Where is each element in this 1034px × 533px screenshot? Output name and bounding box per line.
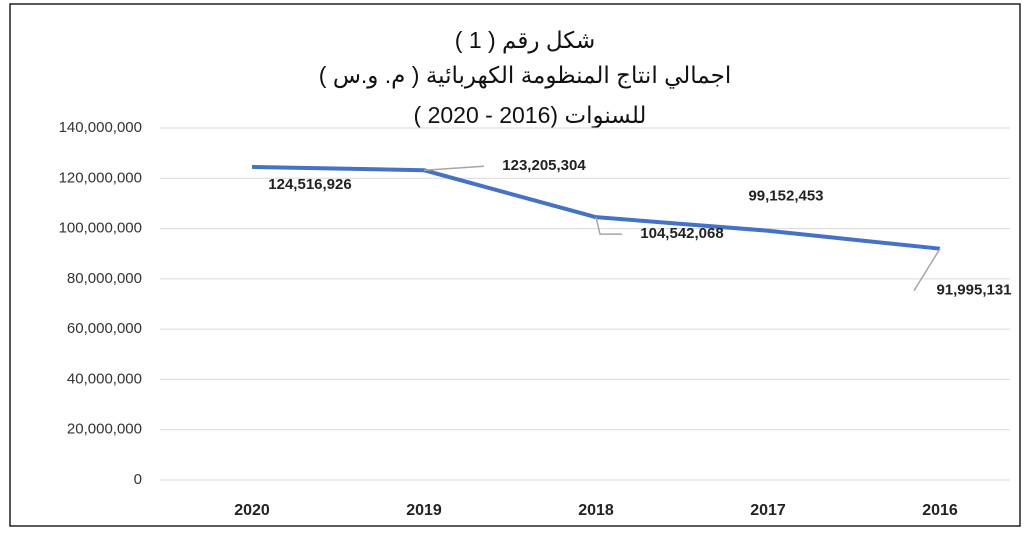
x-tick-label: 2018: [578, 502, 614, 519]
x-tick-label: 2020: [234, 502, 270, 519]
leader-line: [913, 248, 941, 292]
y-tick-label: 60,000,000: [67, 320, 142, 337]
y-tick-label: 140,000,000: [59, 119, 142, 136]
data-label: 99,152,453: [748, 188, 823, 205]
chart-title: للسنوات (2016 - 2020 ): [414, 102, 647, 129]
data-label: 124,516,926: [268, 176, 351, 193]
y-tick-label: 0: [134, 471, 142, 488]
leader-line: [595, 216, 622, 235]
chart-title: شكل رقم ( 1 ): [455, 27, 596, 54]
x-tick-label: 2019: [406, 502, 442, 519]
data-label: 91,995,131: [936, 282, 1011, 299]
chart-border: [9, 3, 1021, 527]
x-tick-label: 2017: [750, 502, 786, 519]
y-tick-label: 120,000,000: [59, 169, 142, 186]
y-tick-label: 40,000,000: [67, 370, 142, 387]
data-label: 104,542,068: [640, 225, 723, 242]
x-tick-label: 2016: [922, 502, 958, 519]
data-label: 123,205,304: [502, 157, 586, 174]
leader-line: [423, 165, 485, 171]
y-tick-label: 20,000,000: [67, 421, 142, 438]
y-tick-label: 100,000,000: [59, 220, 142, 237]
chart-title: اجمالي انتاج المنظومة الكهربائية ( م. و.…: [319, 62, 731, 89]
y-tick-label: 80,000,000: [67, 270, 142, 287]
